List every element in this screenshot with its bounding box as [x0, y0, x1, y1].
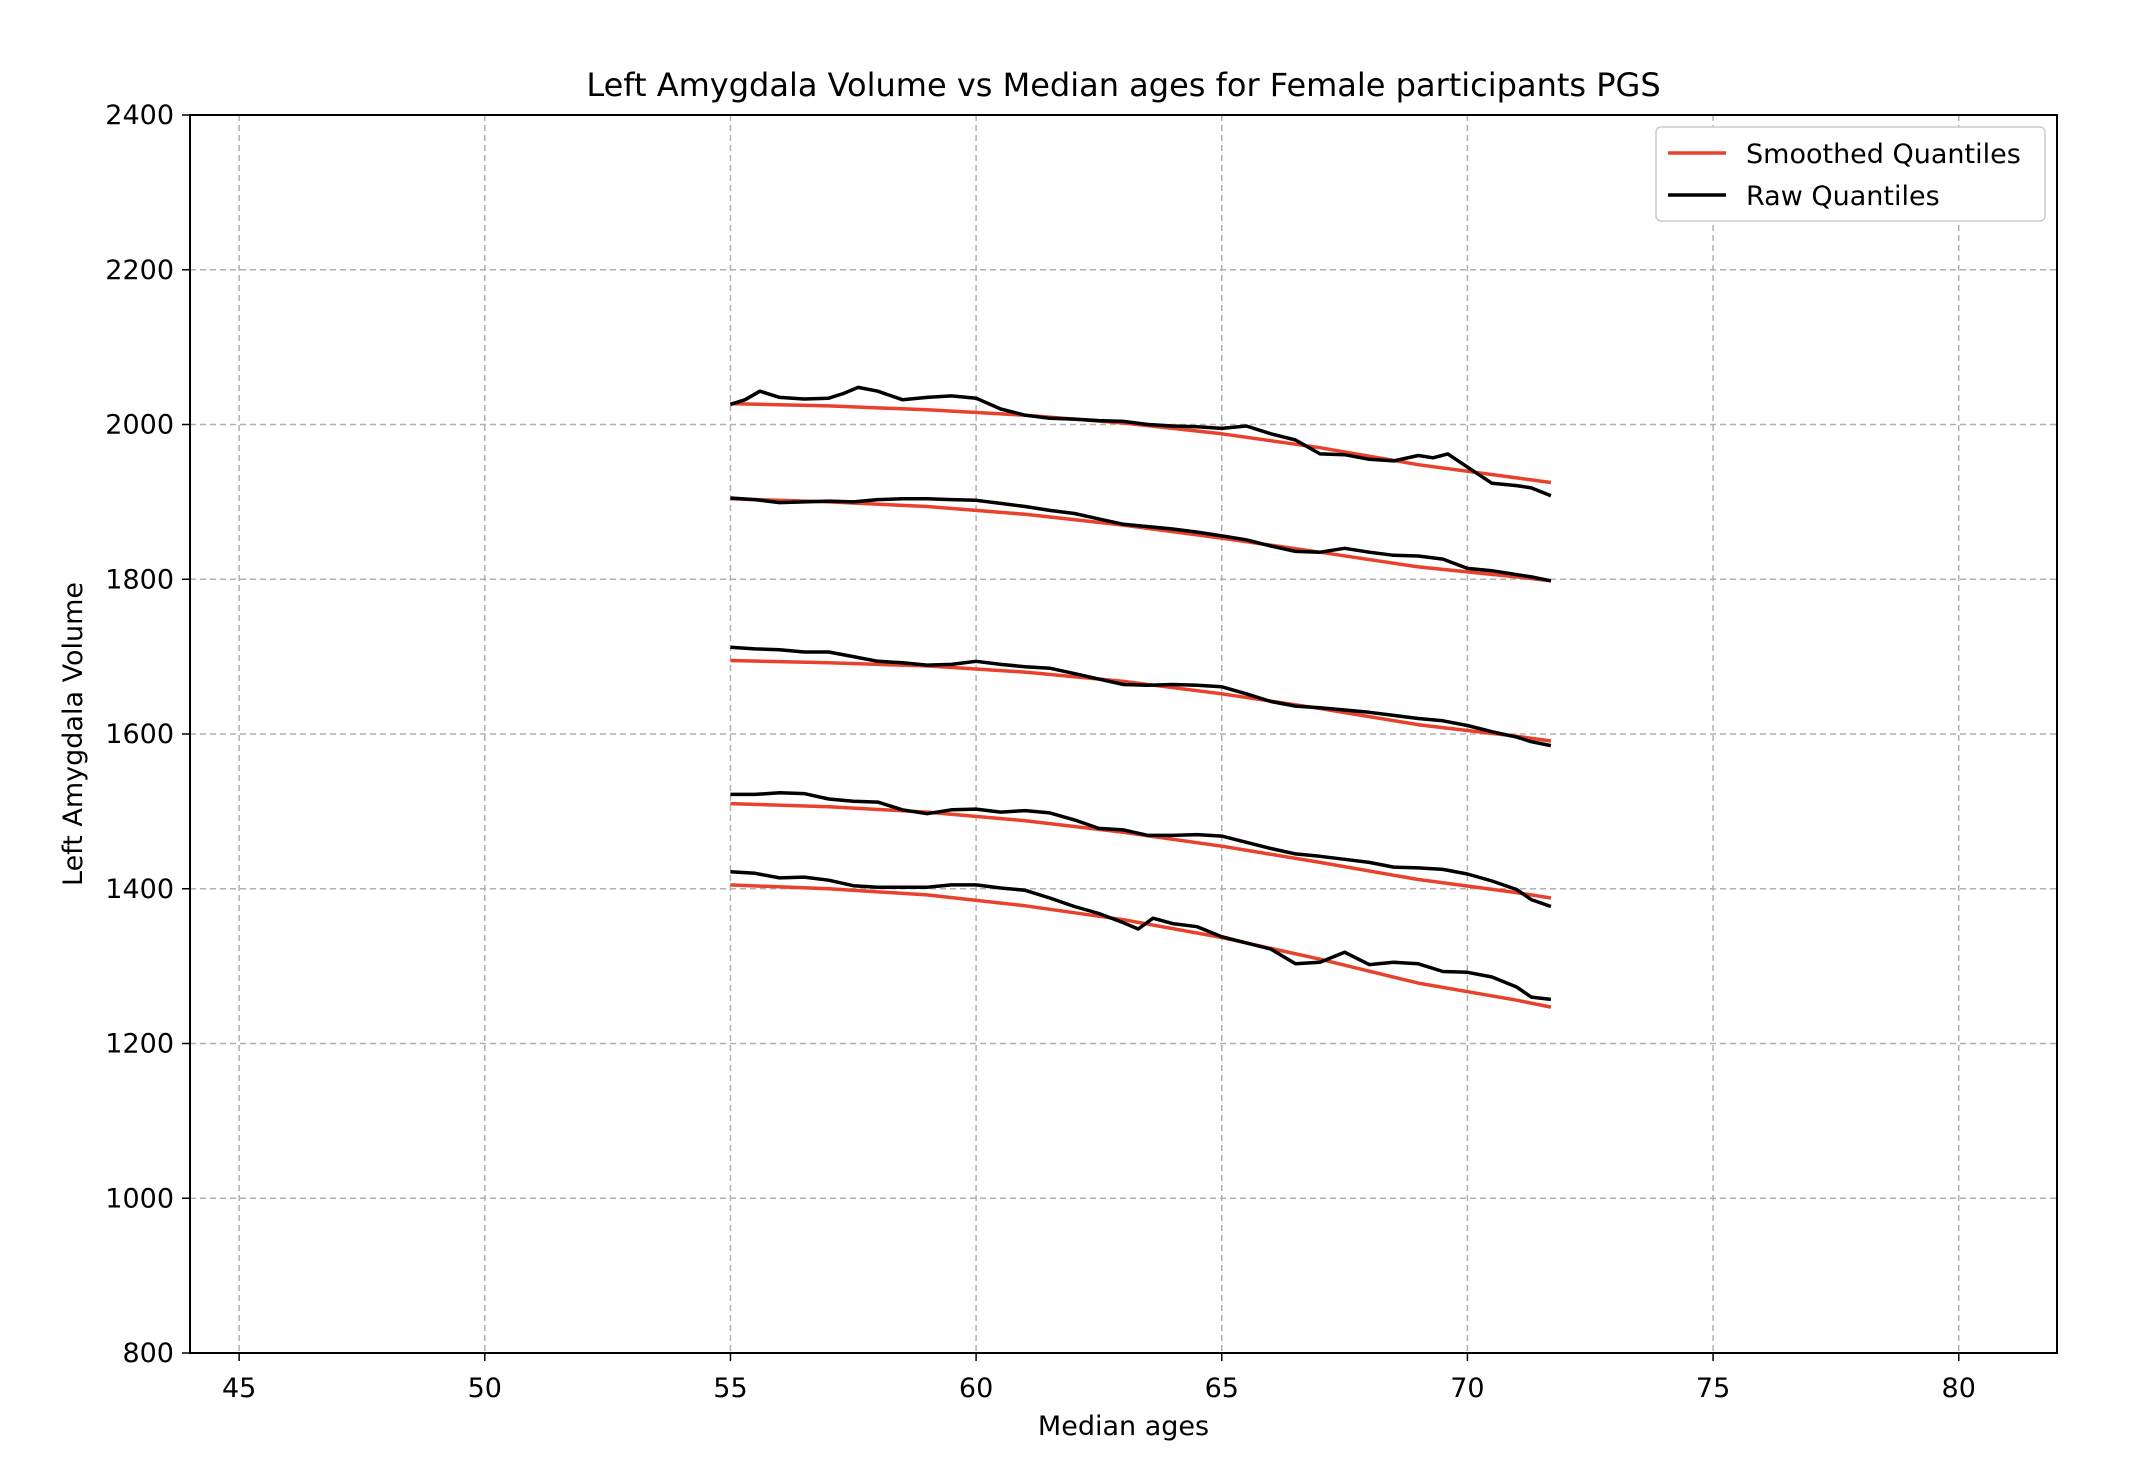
smoothed-quantile-line-1	[730, 801, 1552, 900]
legend-box	[1655, 126, 2046, 222]
smoothed-quantile-line-4	[730, 401, 1552, 485]
y-tick-label: 2400	[105, 100, 174, 131]
raw-quantile-line-2	[730, 645, 1552, 748]
legend-label-smoothed: Smoothed Quantiles	[1746, 139, 2021, 170]
y-tick-label: 2000	[105, 410, 174, 441]
tick-layer: 45 50 55 60 65 70 75 80 800 1000 1200 1400 1600 1800 2…	[105, 100, 1976, 1404]
raw-quantile-line-4	[729, 385, 1552, 498]
x-tick-label: 75	[1696, 1373, 1730, 1404]
raw-quantile-line-1	[730, 791, 1552, 909]
series-layer	[729, 385, 1552, 1009]
raw-quantile-line-3	[730, 496, 1552, 583]
y-tick-label: 800	[122, 1338, 174, 1369]
y-tick-label: 2200	[105, 255, 174, 286]
x-tick-label: 70	[1450, 1373, 1484, 1404]
smoothed-quantile-line-3	[730, 497, 1552, 583]
y-tick-label: 1200	[105, 1029, 174, 1060]
y-tick-label: 1600	[105, 719, 174, 750]
x-tick-label: 50	[468, 1373, 502, 1404]
y-tick-label: 1000	[105, 1183, 174, 1214]
legend-label-raw: Raw Quantiles	[1746, 181, 1940, 212]
smoothed-quantile-line-0	[730, 883, 1552, 1009]
chart-title: Left Amygdala Volume vs Median ages for …	[586, 66, 1660, 104]
legend: Smoothed Quantiles Raw Quantiles	[1655, 126, 2046, 222]
x-axis-label: Median ages	[1038, 1411, 1209, 1442]
smoothed-quantile-line-2	[730, 658, 1552, 743]
raw-quantile-line-0	[730, 869, 1552, 1002]
x-tick-label: 80	[1942, 1373, 1976, 1404]
y-tick-label: 1800	[105, 564, 174, 595]
x-tick-label: 55	[713, 1373, 747, 1404]
x-tick-label: 65	[1205, 1373, 1239, 1404]
y-axis-label: Left Amygdala Volume	[58, 582, 89, 886]
x-tick-label: 60	[959, 1373, 993, 1404]
y-tick-label: 1400	[105, 874, 174, 905]
x-tick-label: 45	[222, 1373, 256, 1404]
